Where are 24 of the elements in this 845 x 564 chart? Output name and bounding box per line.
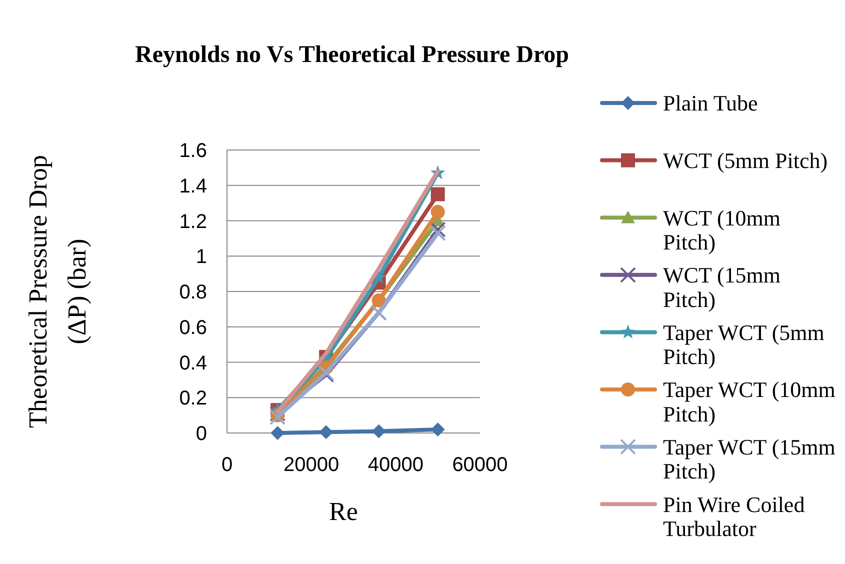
legend-label: Taper WCT (15mm Pitch) [663,434,836,484]
y-tick-label: 0 [196,423,207,445]
legend-label: Plain Tube [663,90,758,116]
legend-label: Taper WCT (5mm Pitch) [663,320,824,370]
y-tick-label: 0.8 [179,282,207,304]
y-tick-label: 1.6 [179,140,207,162]
legend-label: WCT (10mm Pitch) [663,205,781,254]
x-axis-title: Re [329,497,358,526]
legend-label: Taper WCT (10mm Pitch) [663,377,836,426]
x-tick-label: 0 [221,454,233,476]
y-tick-label: 1.2 [179,210,207,233]
x-tick-label: 60000 [452,454,508,476]
legend-label: WCT (5mm Pitch) [663,148,828,173]
y-tick-label: 1 [196,246,207,268]
legend-label: Pin Wire Coiled Turbulator [663,492,805,541]
y-tick-label: 0.6 [179,316,207,339]
y-tick-label: 0.4 [179,352,207,374]
x-tick-label: 20000 [284,454,340,476]
legend-label: WCT (15mm Pitch) [663,262,781,312]
y-tick-label: 0.2 [179,388,207,410]
y-axis-title: Theoretical Pressure Drop (ΔP) (bar) [23,155,92,428]
x-tick-label: 40000 [368,454,424,476]
y-tick-label: 1.4 [179,175,207,198]
chart-title: Reynolds no Vs Theoretical Pressure Drop [134,42,570,68]
